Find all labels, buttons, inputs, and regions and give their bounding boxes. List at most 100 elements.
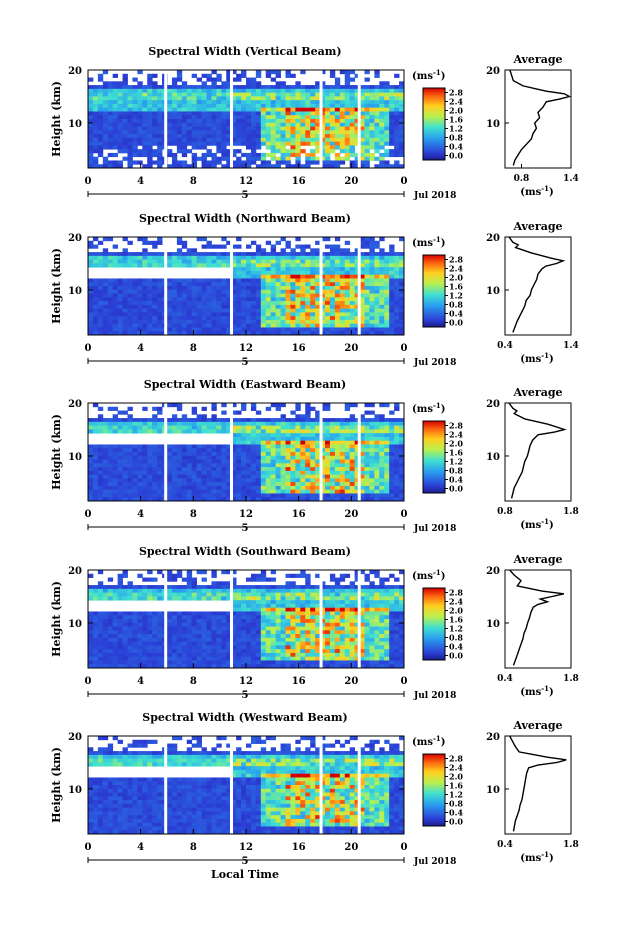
heatmap-cell bbox=[260, 96, 267, 101]
heatmap-cell bbox=[122, 103, 128, 109]
profile-y-tick-label: 10 bbox=[486, 286, 500, 297]
heatmap-cell bbox=[399, 459, 405, 464]
heatmap-cell bbox=[196, 588, 202, 594]
heatmap-cell bbox=[206, 327, 212, 332]
heatmap-cell bbox=[334, 92, 341, 97]
heatmap-cell bbox=[231, 130, 237, 135]
heatmap-cell bbox=[344, 119, 351, 124]
heatmap-cell bbox=[102, 297, 109, 302]
heatmap-cell bbox=[127, 145, 133, 150]
heatmap-cell bbox=[359, 485, 365, 491]
heatmap-cell bbox=[255, 452, 262, 457]
heatmap-cell bbox=[334, 152, 341, 158]
heatmap-cell bbox=[364, 237, 370, 242]
heatmap-cell bbox=[206, 115, 212, 120]
heatmap-cell bbox=[384, 263, 390, 268]
heatmap-cell bbox=[315, 263, 321, 268]
heatmap-cell bbox=[354, 312, 360, 317]
heatmap-cell bbox=[216, 312, 222, 317]
heatmap-cell bbox=[147, 452, 153, 457]
heatmap-cell bbox=[295, 267, 301, 272]
heatmap-cell bbox=[250, 478, 257, 483]
heatmap-cell bbox=[295, 259, 301, 264]
heatmap-cell bbox=[241, 421, 247, 427]
heatmap-cell bbox=[384, 463, 390, 468]
heatmap-cell bbox=[246, 467, 252, 472]
heatmap-cell bbox=[384, 444, 390, 449]
heatmap-cell bbox=[364, 119, 370, 124]
heatmap-cell bbox=[295, 85, 301, 90]
heatmap-cell bbox=[107, 263, 114, 268]
heatmap-cell bbox=[201, 664, 207, 669]
heatmap-cell bbox=[310, 319, 316, 325]
heatmap-cell bbox=[186, 297, 193, 302]
heatmap-cell bbox=[142, 103, 148, 109]
heatmap-cell bbox=[216, 134, 222, 139]
heatmap-cell bbox=[389, 252, 395, 257]
heatmap-cell bbox=[379, 425, 385, 430]
heatmap-cell bbox=[349, 115, 356, 120]
heatmap-cell bbox=[226, 77, 232, 82]
heatmap-cell bbox=[157, 289, 163, 294]
heatmap-cell bbox=[97, 497, 104, 502]
heatmap-cell bbox=[374, 255, 380, 261]
heatmap-cell bbox=[171, 611, 178, 616]
heatmap-cell bbox=[221, 596, 227, 601]
heatmap-cell bbox=[329, 96, 336, 101]
heatmap-cell bbox=[186, 619, 193, 624]
x-tick-label: 16 bbox=[292, 343, 306, 354]
heatmap-cell bbox=[171, 316, 178, 321]
heatmap-cell bbox=[305, 297, 311, 302]
heatmap-cell bbox=[152, 141, 158, 146]
heatmap-cell bbox=[157, 301, 163, 306]
heatmap-cell bbox=[157, 156, 163, 161]
heatmap-cell bbox=[329, 149, 336, 154]
heatmap-cell bbox=[305, 331, 311, 336]
heatmap-cell bbox=[280, 474, 286, 479]
heatmap-cell bbox=[270, 455, 277, 460]
heatmap-cell bbox=[344, 308, 351, 313]
heatmap-cell bbox=[216, 327, 222, 332]
heatmap-cell bbox=[107, 237, 114, 242]
heatmap-cell bbox=[88, 596, 94, 601]
heatmap-cell bbox=[275, 73, 281, 78]
heatmap-cell bbox=[339, 130, 346, 135]
heatmap-cell bbox=[117, 429, 123, 434]
heatmap-cell bbox=[112, 448, 119, 453]
heatmap-cell bbox=[320, 444, 326, 449]
heatmap-cell bbox=[374, 70, 380, 75]
heatmap-cell bbox=[186, 656, 193, 661]
heatmap-cell bbox=[275, 440, 281, 445]
heatmap-cell bbox=[97, 293, 104, 298]
heatmap-cell bbox=[211, 327, 217, 332]
heatmap-cell bbox=[206, 244, 212, 249]
heatmap-cell bbox=[157, 130, 163, 135]
heatmap-cell bbox=[246, 448, 252, 453]
heatmap-cell bbox=[167, 585, 173, 590]
heatmap-cell bbox=[112, 259, 119, 264]
heatmap-cell bbox=[344, 425, 351, 430]
heatmap-cell bbox=[142, 115, 148, 120]
heatmap-cell bbox=[260, 489, 267, 494]
heatmap-cell bbox=[275, 493, 281, 498]
heatmap-cell bbox=[290, 467, 296, 472]
heatmap-cell bbox=[270, 436, 277, 442]
heatmap-cell bbox=[260, 455, 267, 460]
heatmap-cell bbox=[152, 282, 158, 287]
heatmap-cell bbox=[260, 134, 267, 139]
heatmap-cell bbox=[394, 474, 400, 479]
heatmap-cell bbox=[329, 103, 336, 109]
heatmap-cell bbox=[369, 429, 375, 434]
data-gap bbox=[164, 70, 168, 168]
heatmap-cell bbox=[354, 440, 360, 445]
heatmap-cell bbox=[127, 160, 133, 165]
heatmap-cell bbox=[255, 85, 262, 90]
heatmap-cell bbox=[157, 331, 163, 336]
heatmap-cell bbox=[270, 452, 277, 457]
heatmap-cell bbox=[359, 478, 365, 483]
heatmap-cell bbox=[221, 429, 227, 434]
heatmap-cell bbox=[221, 115, 227, 120]
heatmap-cell bbox=[334, 126, 341, 131]
heatmap-cell bbox=[374, 293, 380, 298]
heatmap-cell bbox=[206, 626, 212, 631]
